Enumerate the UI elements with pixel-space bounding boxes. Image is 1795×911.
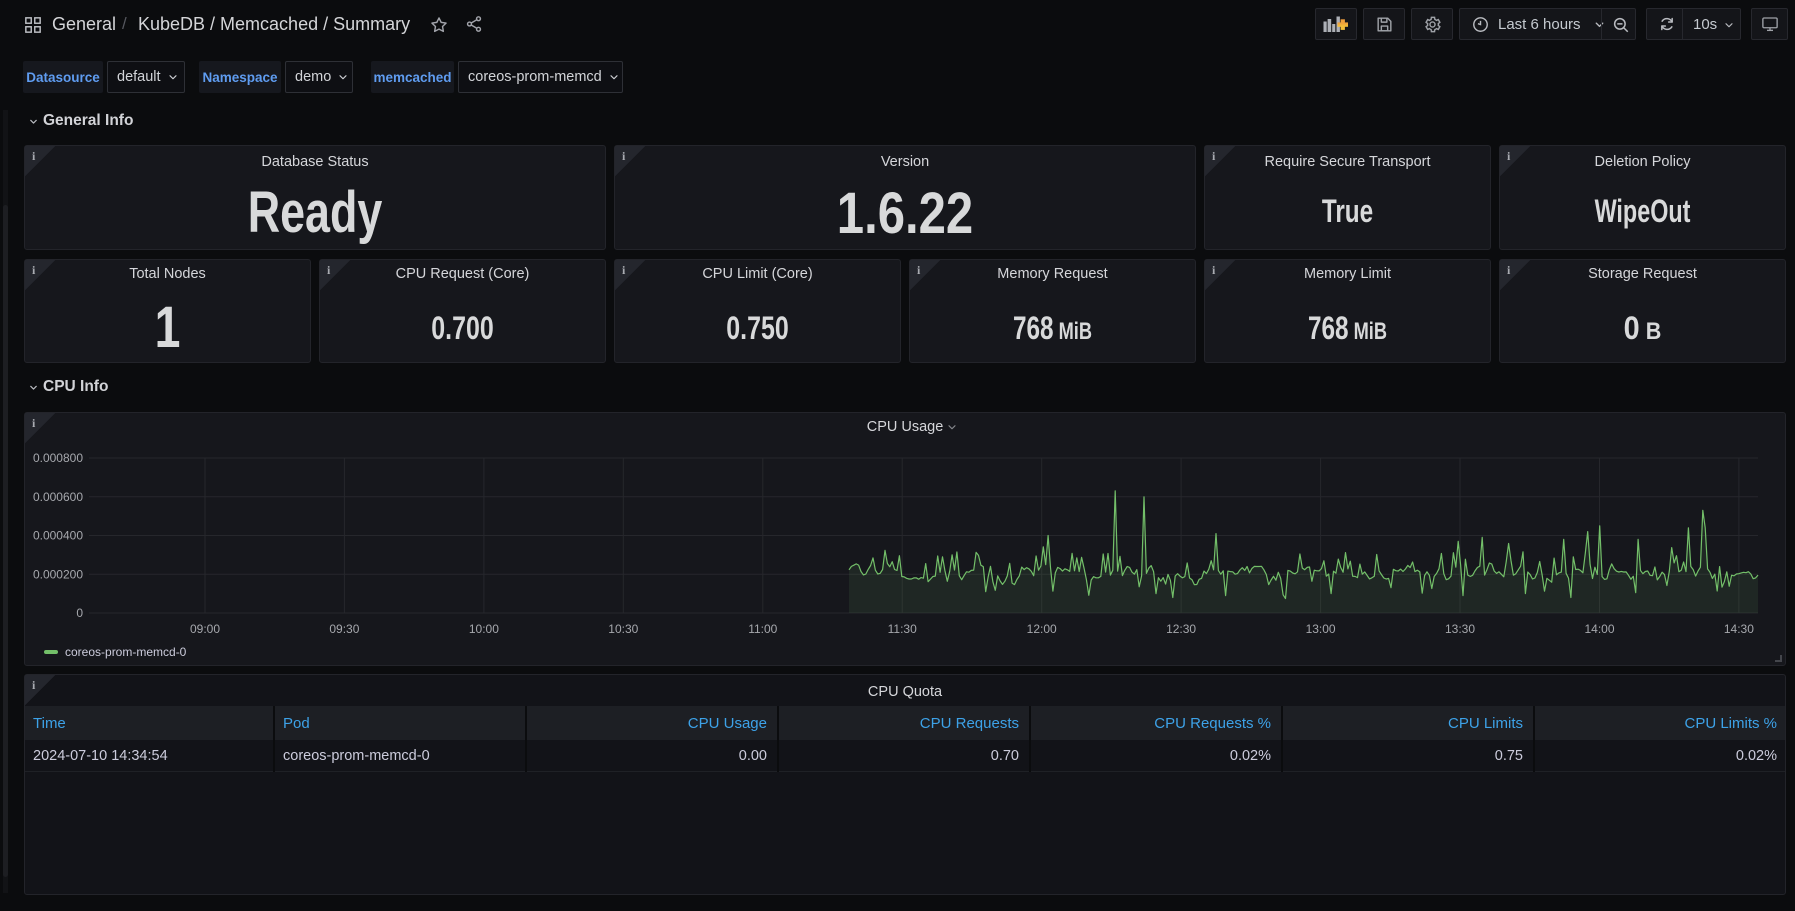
svg-text:11:30: 11:30 [888,622,917,636]
svg-text:0.000800: 0.000800 [33,451,83,465]
svg-text:0.000200: 0.000200 [33,567,83,581]
svg-text:10:30: 10:30 [608,622,638,636]
svg-text:12:30: 12:30 [1166,622,1196,636]
svg-text:10:00: 10:00 [469,622,499,636]
svg-text:0.000400: 0.000400 [33,529,83,543]
svg-text:14:30: 14:30 [1724,622,1754,636]
svg-text:12:00: 12:00 [1027,622,1057,636]
svg-text:11:00: 11:00 [748,622,777,636]
svg-text:0: 0 [76,606,83,620]
svg-text:13:00: 13:00 [1306,622,1336,636]
svg-text:09:30: 09:30 [329,622,359,636]
svg-text:09:00: 09:00 [190,622,220,636]
svg-text:0.000600: 0.000600 [33,490,83,504]
svg-text:14:00: 14:00 [1584,622,1614,636]
svg-text:coreos-prom-memcd-0: coreos-prom-memcd-0 [65,645,187,659]
svg-text:13:30: 13:30 [1445,622,1475,636]
